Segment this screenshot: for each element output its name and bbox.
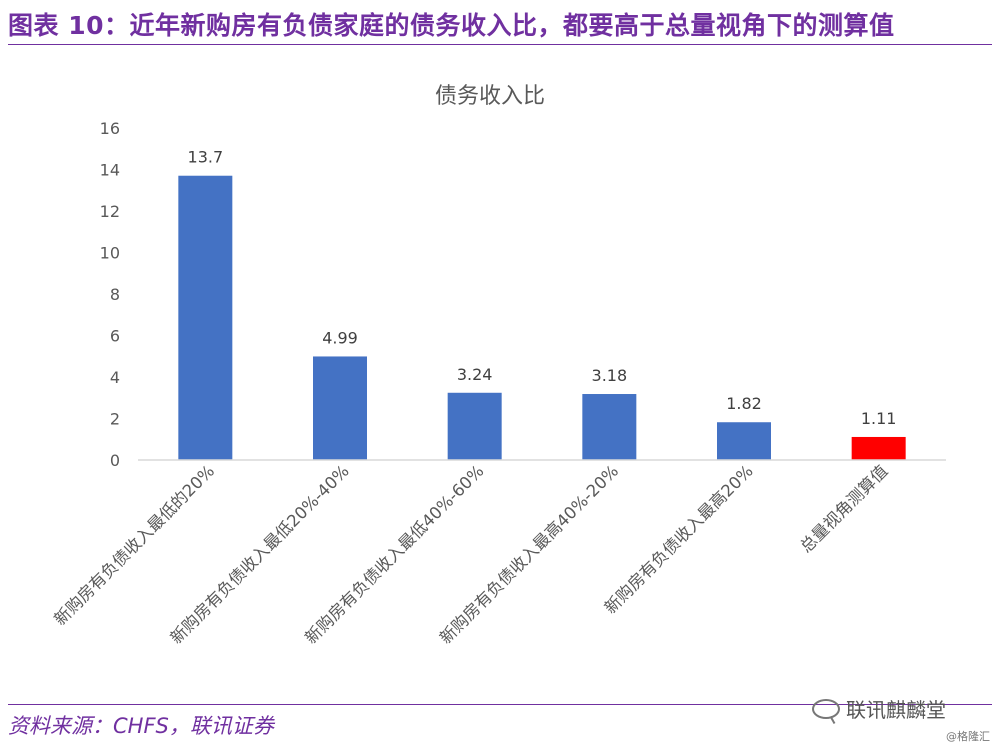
y-tick-label: 16 (100, 119, 120, 138)
x-tick-label: 新购房有负债收入最低的20% (50, 461, 218, 629)
bar (582, 394, 637, 460)
data-label: 1.11 (861, 409, 897, 428)
data-label: 13.7 (188, 148, 224, 167)
source-note: 资料来源：CHFS，联讯证券 (8, 714, 274, 738)
x-axis-labels: 新购房有负债收入最低的20%新购房有负债收入最低20%-40%新购房有负债收入最… (50, 461, 891, 647)
y-tick-label: 4 (110, 368, 120, 387)
bar (313, 356, 367, 460)
y-tick-label: 2 (110, 410, 120, 429)
x-tick-label: 新购房有负债收入最高20% (601, 461, 757, 617)
watermark: 联讯麒麟堂 (812, 694, 946, 723)
y-tick-label: 12 (100, 202, 120, 221)
bar (717, 422, 771, 460)
bars (178, 175, 906, 460)
watermark-sub: @格隆汇 (946, 730, 990, 743)
y-tick-label: 8 (110, 285, 120, 304)
data-label: 1.82 (726, 394, 762, 413)
chart-title: 债务收入比 (435, 84, 545, 109)
data-label: 3.18 (592, 366, 628, 385)
debt-income-ratio-chart: 债务收入比 0 2 4 6 8 10 12 14 16 13.7 4.99 3.24 3.18 1.82… (50, 84, 946, 648)
bar (851, 436, 906, 460)
footer-divider (8, 704, 992, 705)
page-title: 图表 10：近年新购房有负债家庭的债务收入比，都要高于总量视角下的测算值 (8, 11, 895, 40)
y-tick-label: 14 (100, 161, 120, 180)
x-tick-label: 总量视角测算值 (796, 461, 891, 556)
watermark-text: 联讯麒麟堂 (846, 698, 946, 722)
header-divider (8, 44, 992, 45)
data-label: 4.99 (322, 328, 358, 347)
wechat-icon (812, 698, 840, 719)
data-labels: 13.7 4.99 3.24 3.18 1.82 1.11 (188, 148, 897, 428)
y-axis: 0 2 4 6 8 10 12 14 16 (100, 119, 120, 470)
y-tick-label: 10 (100, 244, 120, 263)
data-label: 3.24 (457, 365, 493, 384)
bar (178, 175, 233, 460)
y-tick-label: 0 (110, 451, 120, 470)
bar (447, 392, 502, 460)
y-tick-label: 6 (110, 327, 120, 346)
